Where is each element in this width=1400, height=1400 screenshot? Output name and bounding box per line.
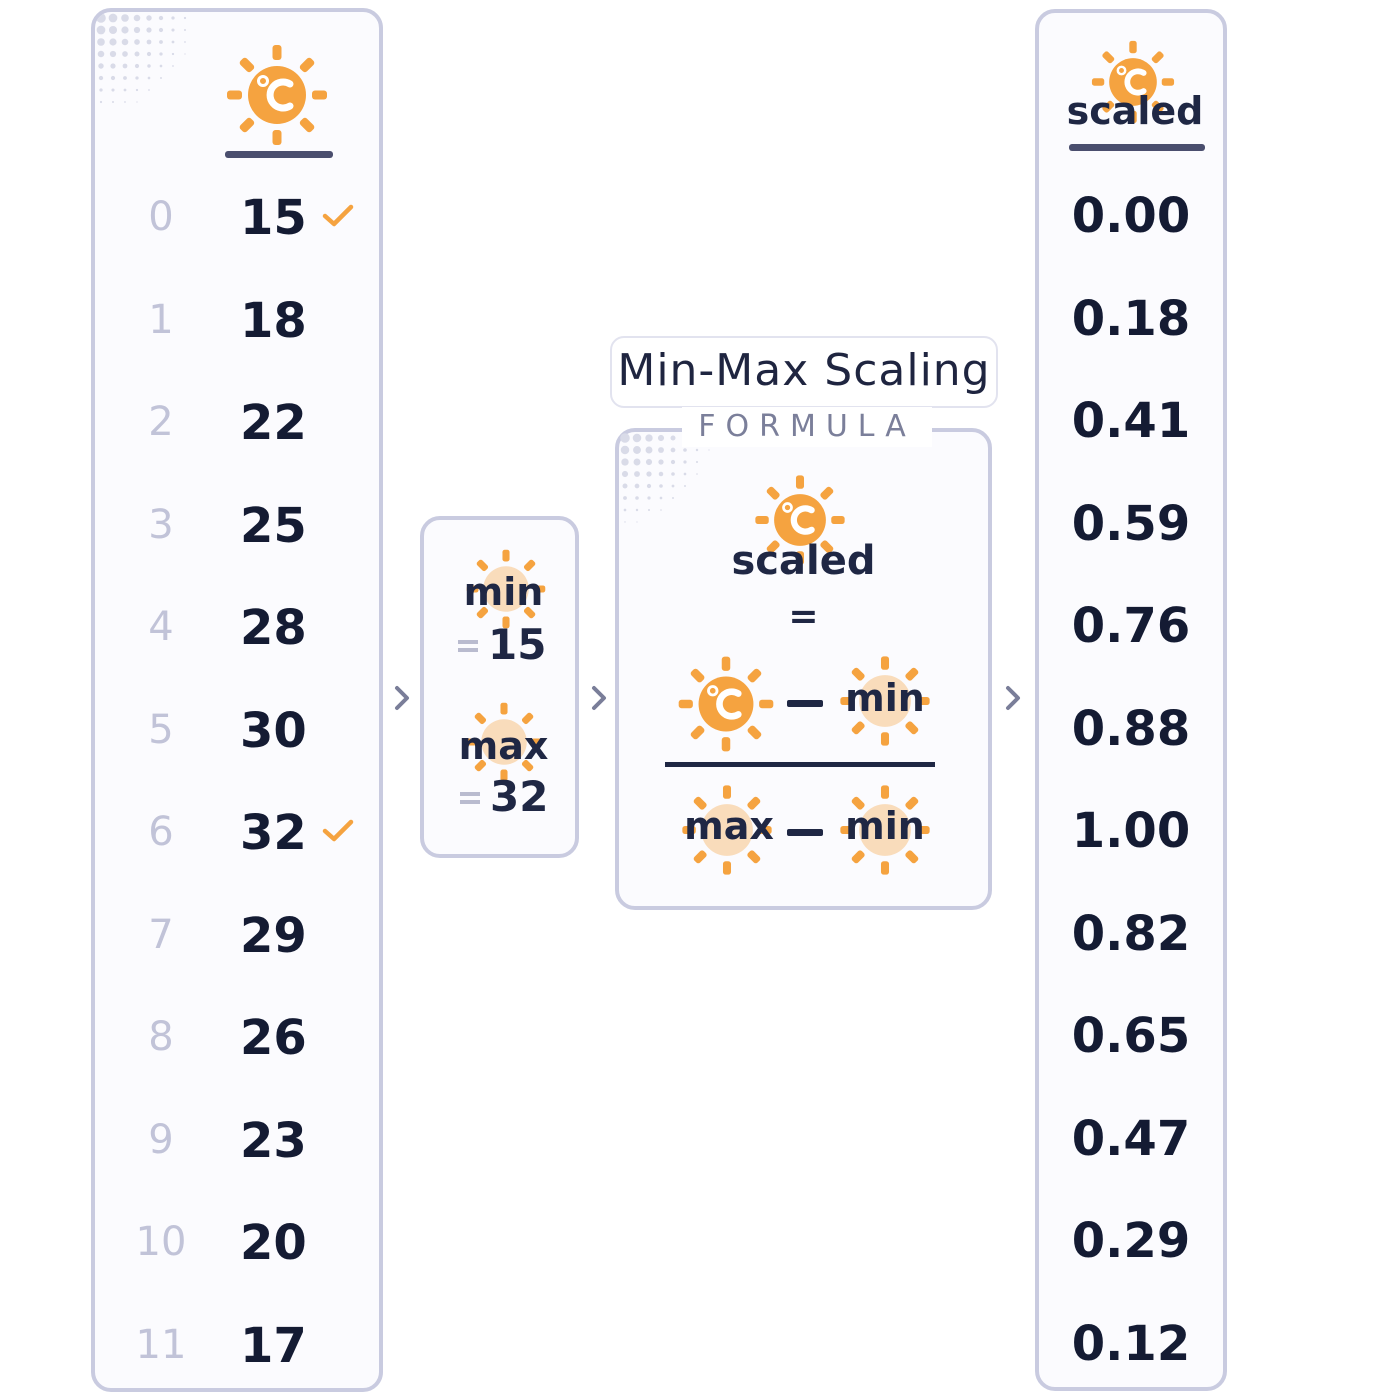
- row-index: 10: [135, 1219, 187, 1265]
- temperature-value: 22: [240, 395, 307, 451]
- row-index: 5: [148, 706, 174, 753]
- temperature-value: 18: [240, 292, 307, 349]
- chevron-right-icon: [592, 686, 606, 710]
- scaled-value: 0.76: [1071, 598, 1191, 654]
- decorative-dot-pattern: [96, 13, 187, 104]
- temperature-value: 23: [240, 1112, 307, 1169]
- equals-sign: =: [788, 596, 819, 637]
- temperature-value: 17: [240, 1317, 307, 1374]
- header-underline: [225, 151, 333, 158]
- equals-icon: [458, 640, 478, 652]
- temperature-value: 25: [240, 497, 307, 554]
- denominator-min-label: min: [845, 804, 925, 848]
- max-value: 32: [490, 772, 549, 821]
- scaled-value: 0.47: [1071, 1110, 1191, 1167]
- input-column-panel: 0 15 1 18 2 22 3 25 4 28 5 30 6 32 7 29 8 26 9 23 10 20 11 17: [91, 8, 383, 1392]
- scaled-label: scaled: [731, 538, 876, 584]
- scaled-header-label: scaled: [1066, 89, 1204, 133]
- minus-sign: [787, 700, 823, 707]
- fraction-bar: [665, 762, 935, 767]
- min-label: min: [463, 570, 544, 614]
- row-index: 9: [148, 1116, 174, 1163]
- row-index: 3: [148, 501, 174, 548]
- header-underline: [1069, 144, 1205, 151]
- scaled-value: 0.59: [1071, 495, 1191, 552]
- temperature-value: 20: [240, 1215, 307, 1271]
- chevron-right-icon: [395, 686, 409, 710]
- formula-subtitle: FORMULA: [682, 407, 932, 447]
- formula-title: Min-Max Scaling: [610, 336, 998, 408]
- output-column-panel: scaled 0.00 0.18 0.41 0.59 0.76 0.88 1.00 0.82 0…: [1035, 9, 1227, 1391]
- temperature-value: 15: [240, 190, 307, 246]
- temperature-value: 29: [240, 907, 307, 964]
- check-icon: [322, 204, 354, 227]
- chevron-right-icon: [1006, 686, 1020, 710]
- scaled-value: 0.65: [1071, 1008, 1191, 1064]
- scaled-value: 0.82: [1071, 905, 1191, 962]
- equals-icon: [460, 792, 480, 804]
- row-index: 11: [135, 1321, 187, 1368]
- row-index: 8: [148, 1014, 174, 1060]
- min-value: 15: [488, 620, 547, 669]
- scaled-value: 0.12: [1071, 1315, 1191, 1372]
- row-index: 6: [148, 809, 174, 855]
- temperature-value: 26: [240, 1010, 307, 1066]
- decorative-dot-pattern: [620, 433, 710, 523]
- scaled-value: 1.00: [1071, 803, 1191, 859]
- scaled-value: 0.00: [1071, 188, 1191, 244]
- row-index: 2: [148, 399, 174, 445]
- minus-sign: [787, 829, 823, 836]
- scaled-value: 0.41: [1071, 393, 1191, 449]
- numerator-min-label: min: [845, 676, 925, 720]
- min-max-values-panel: min 15 max 32: [420, 516, 579, 858]
- temperature-value: 28: [240, 600, 307, 656]
- denominator-max-label: max: [684, 804, 774, 848]
- max-label: max: [458, 724, 549, 768]
- scaled-value: 0.88: [1071, 700, 1191, 757]
- sun-celsius-icon: [221, 39, 333, 151]
- sun-celsius-icon: [673, 651, 779, 757]
- check-icon: [322, 819, 354, 842]
- scaled-value: 0.29: [1071, 1213, 1191, 1269]
- row-index: 7: [148, 911, 174, 958]
- row-index: 4: [148, 604, 174, 650]
- row-index: 0: [148, 194, 174, 240]
- scaled-value: 0.18: [1071, 290, 1191, 347]
- row-index: 1: [148, 296, 174, 343]
- temperature-value: 32: [240, 805, 307, 861]
- formula-panel: scaled = min max min: [615, 428, 992, 910]
- temperature-value: 30: [240, 702, 307, 759]
